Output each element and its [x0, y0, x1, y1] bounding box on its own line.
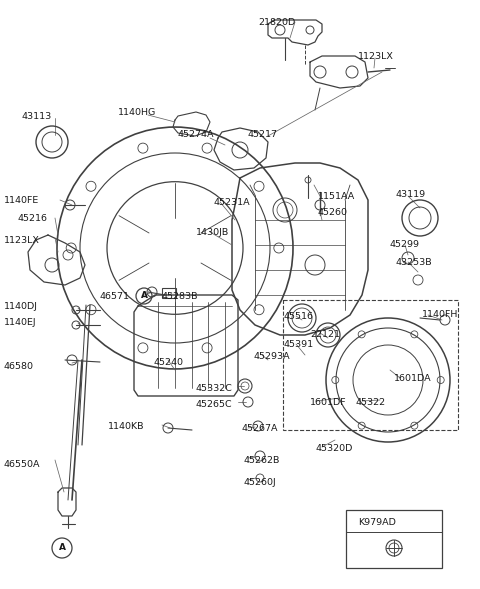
Bar [346, 510, 442, 568]
Text: 45320D: 45320D [316, 444, 353, 453]
Text: 45391: 45391 [284, 340, 314, 349]
Text: K979AD: K979AD [358, 518, 396, 527]
Text: 1430JB: 1430JB [196, 228, 229, 237]
Text: 45332C: 45332C [196, 384, 233, 393]
Text: A: A [59, 544, 65, 552]
Text: 1140KB: 1140KB [108, 422, 144, 431]
Text: 45267A: 45267A [242, 424, 278, 433]
Text: 45293A: 45293A [254, 352, 290, 361]
Text: 1140EJ: 1140EJ [4, 318, 36, 327]
Text: 43119: 43119 [395, 190, 425, 199]
Text: 45240: 45240 [154, 358, 184, 367]
Text: A: A [141, 292, 147, 300]
Bar [283, 300, 458, 430]
Text: 45322: 45322 [356, 398, 386, 407]
Text: 45260J: 45260J [244, 478, 277, 487]
Text: 45260: 45260 [318, 208, 348, 217]
Text: 45265C: 45265C [196, 400, 233, 409]
Bar [162, 288, 176, 298]
Text: 46571: 46571 [100, 292, 130, 301]
Text: 46580: 46580 [4, 362, 34, 371]
Text: 1140FE: 1140FE [4, 196, 39, 205]
Text: 45262B: 45262B [244, 456, 280, 465]
Text: 46550A: 46550A [4, 460, 40, 469]
Text: 1151AA: 1151AA [318, 192, 355, 201]
Text: 1123LX: 1123LX [4, 236, 40, 245]
Text: 45516: 45516 [284, 312, 314, 321]
Text: 1123LX: 1123LX [358, 52, 394, 61]
Text: 45274A: 45274A [178, 130, 215, 139]
Text: 43113: 43113 [22, 112, 52, 121]
Text: 1601DF: 1601DF [310, 398, 347, 407]
Text: 43253B: 43253B [395, 258, 432, 267]
Text: 1140DJ: 1140DJ [4, 302, 38, 311]
Text: 45283B: 45283B [162, 292, 199, 301]
Text: 22121: 22121 [310, 330, 340, 339]
Text: 45217: 45217 [248, 130, 278, 139]
Text: 21820D: 21820D [258, 18, 295, 27]
Text: 45216: 45216 [18, 214, 48, 223]
Text: 1140HG: 1140HG [118, 108, 156, 117]
Text: 1140FH: 1140FH [422, 310, 458, 319]
Text: 1601DA: 1601DA [394, 374, 432, 383]
Text: 45299: 45299 [390, 240, 420, 249]
Text: 45231A: 45231A [214, 198, 251, 207]
